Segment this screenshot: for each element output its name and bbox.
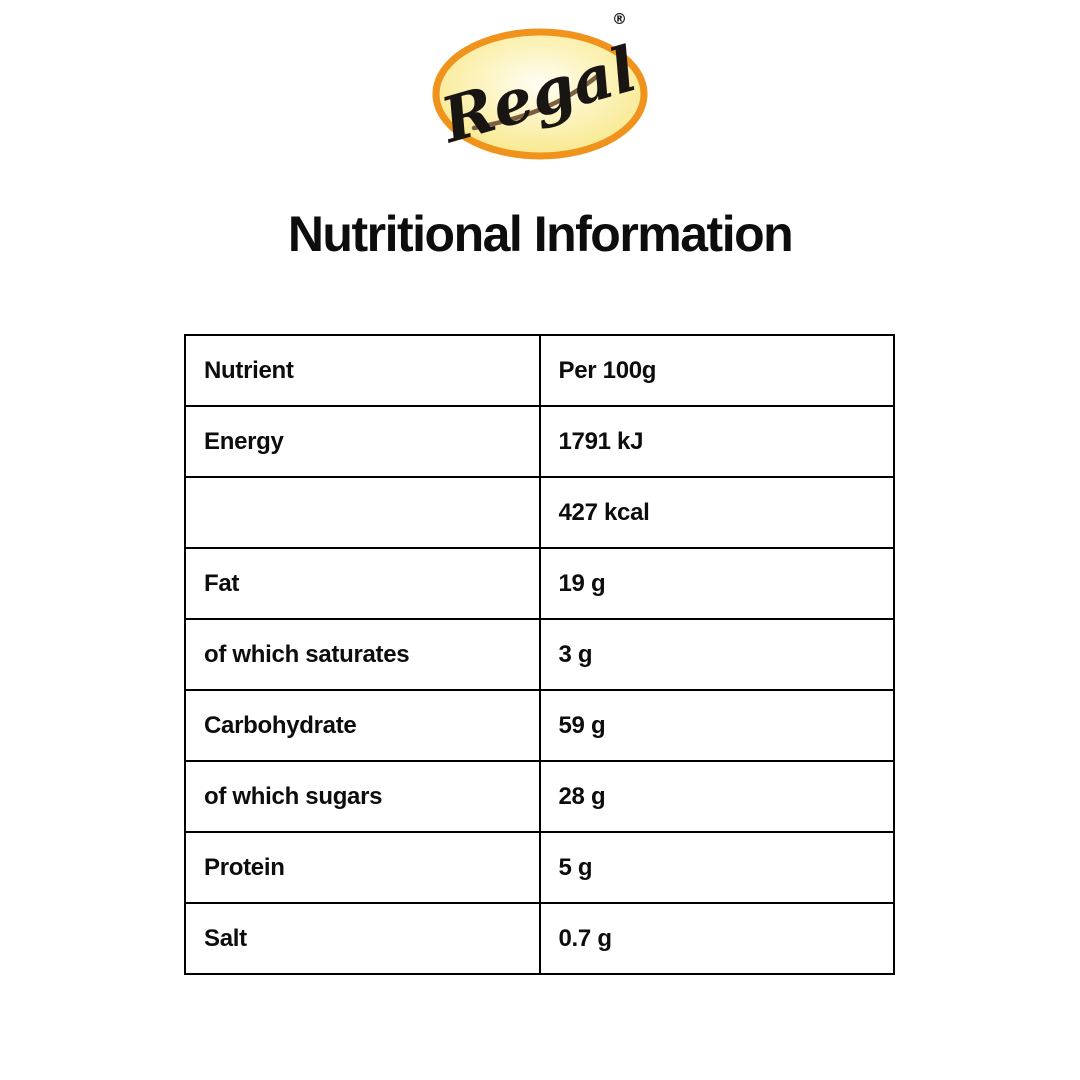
logo-swoosh	[471, 71, 603, 131]
regal-logo: Regal ®	[426, 10, 654, 164]
nutrient-cell: of which saturates	[184, 618, 541, 691]
value-cell: 19 g	[538, 547, 895, 620]
value-cell: 3 g	[538, 618, 895, 691]
table-row: 427 kcal	[184, 476, 895, 549]
value-cell: 5 g	[538, 831, 895, 904]
value-cell: 0.7 g	[538, 902, 895, 975]
nutrient-cell: Energy	[184, 405, 541, 478]
nutrient-header-cell: Nutrient	[184, 334, 541, 407]
value-cell: 59 g	[538, 689, 895, 762]
nutrient-cell: Fat	[184, 547, 541, 620]
table-row: Fat 19 g	[184, 547, 895, 620]
table-header-row: Nutrient Per 100g	[184, 334, 895, 407]
nutrition-table: Nutrient Per 100g Energy 1791 kJ 427 kca…	[184, 334, 895, 975]
table-row: of which saturates 3 g	[184, 618, 895, 691]
per100g-header-cell: Per 100g	[538, 334, 895, 407]
nutrient-cell: Protein	[184, 831, 541, 904]
page-title: Nutritional Information	[287, 206, 794, 262]
nutrient-cell: Carbohydrate	[184, 689, 541, 762]
value-cell: 427 kcal	[538, 476, 895, 549]
table-row: Energy 1791 kJ	[184, 405, 895, 478]
nutrient-cell: of which sugars	[184, 760, 541, 833]
nutrient-cell: Salt	[184, 902, 541, 975]
table-row: Carbohydrate 59 g	[184, 689, 895, 762]
registered-trademark-icon: ®	[612, 10, 627, 28]
nutrient-cell	[184, 476, 541, 549]
value-cell: 1791 kJ	[538, 405, 895, 478]
regal-logo-graphic: Regal ®	[432, 10, 648, 160]
nutrition-table-container: Nutrient Per 100g Energy 1791 kJ 427 kca…	[184, 334, 895, 975]
value-cell: 28 g	[538, 760, 895, 833]
table-row: Protein 5 g	[184, 831, 895, 904]
table-row: of which sugars 28 g	[184, 760, 895, 833]
table-row: Salt 0.7 g	[184, 902, 895, 975]
